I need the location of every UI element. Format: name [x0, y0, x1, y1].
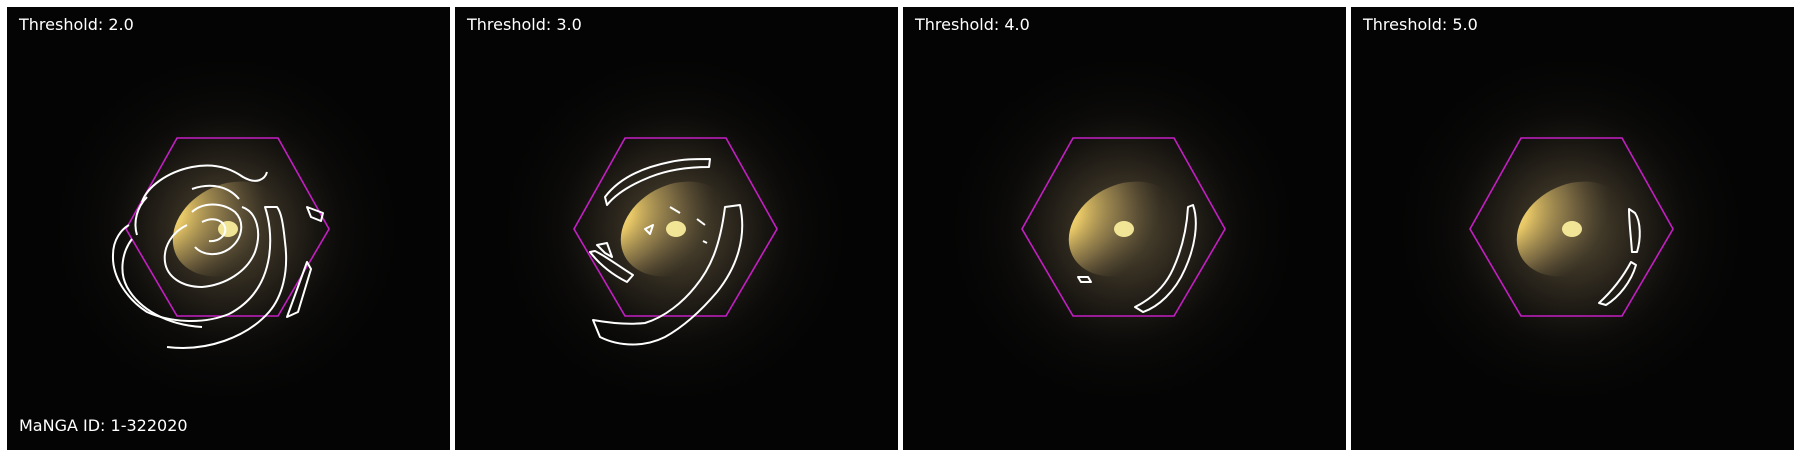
threshold-label: Threshold: 2.0	[19, 15, 134, 34]
ifu-hexagon	[1021, 137, 1226, 317]
threshold-label: Threshold: 4.0	[915, 15, 1030, 34]
ifu-hexagon	[573, 137, 778, 317]
galaxy-image	[1351, 7, 1794, 450]
galaxy-image	[7, 7, 450, 450]
contour-lines	[1077, 204, 1197, 313]
galaxy-image	[903, 7, 1346, 450]
panel-threshold-4: Threshold: 4.0	[903, 7, 1346, 450]
ifu-hexagon	[1469, 137, 1674, 317]
panel-threshold-3: Threshold: 3.0	[455, 7, 898, 450]
ifu-hexagon	[125, 137, 330, 317]
panel-threshold-2: Threshold: 2.0 MaNGA ID: 1-322020	[7, 7, 450, 450]
manga-id-label: MaNGA ID: 1-322020	[19, 416, 188, 435]
contour-lines	[589, 158, 744, 346]
galaxy-image	[455, 7, 898, 450]
threshold-label: Threshold: 3.0	[467, 15, 582, 34]
contour-lines	[111, 164, 324, 349]
threshold-label: Threshold: 5.0	[1363, 15, 1478, 34]
contour-lines	[1598, 208, 1641, 306]
panel-threshold-5: Threshold: 5.0	[1351, 7, 1794, 450]
